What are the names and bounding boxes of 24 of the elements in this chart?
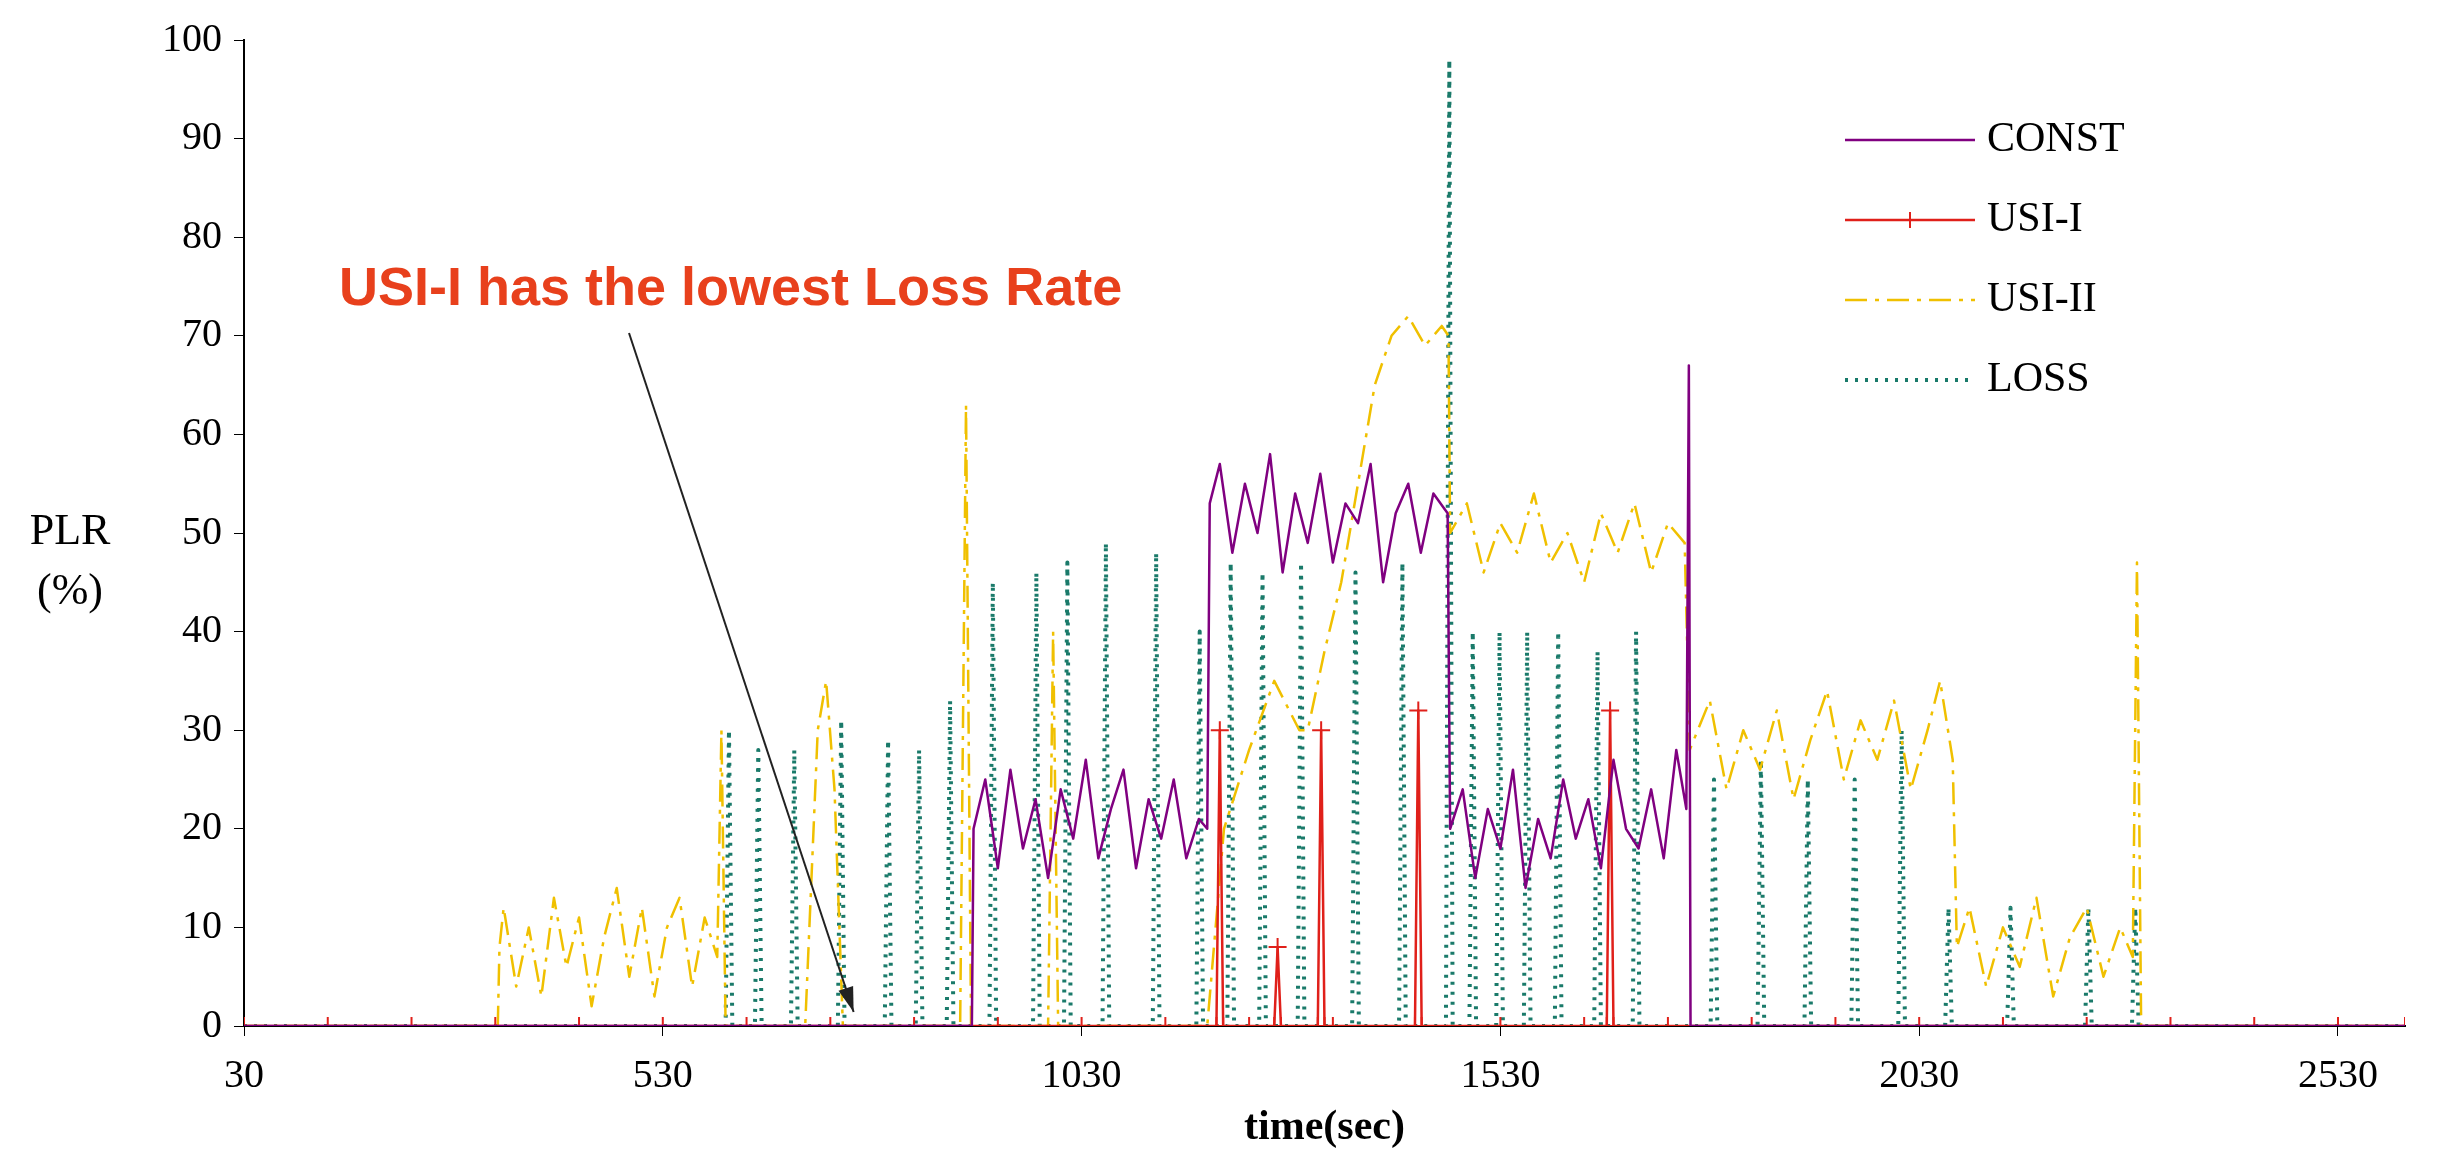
- annotation: USI-I has the lowest Loss Rate: [339, 256, 1123, 316]
- y-tick-label: 90: [182, 113, 222, 159]
- y-axis-title: PLR (%): [29, 505, 111, 615]
- y-tick-label: 80: [182, 211, 222, 257]
- y-tick-label: 70: [182, 310, 222, 356]
- x-tick-label: 1530: [1460, 1050, 1541, 1096]
- x-tick-label: 30: [224, 1050, 264, 1096]
- legend-label: USI-I: [1987, 194, 2083, 241]
- y-tick-label: 20: [182, 803, 222, 849]
- x-axis-title: time(sec): [1244, 1101, 1405, 1149]
- y-tick-label: 30: [182, 704, 222, 750]
- y-tick-label: 40: [182, 606, 222, 652]
- x-tick-label: 2030: [1879, 1050, 1960, 1096]
- x-tick-label: 1030: [1041, 1050, 1122, 1096]
- x-tick-label: 2530: [2297, 1050, 2378, 1096]
- y-tick-label: 10: [182, 901, 222, 947]
- legend-label: LOSS: [1987, 354, 2090, 401]
- y-tick-label: 60: [182, 408, 222, 454]
- legend-label: CONST: [1987, 114, 2125, 161]
- x-tick-label: 530: [632, 1050, 693, 1096]
- y-tick-label: 0: [202, 1000, 222, 1046]
- y-tick-label: 50: [182, 507, 222, 553]
- legend-label: USI-II: [1987, 274, 2097, 321]
- y-tick-label: 100: [162, 14, 222, 60]
